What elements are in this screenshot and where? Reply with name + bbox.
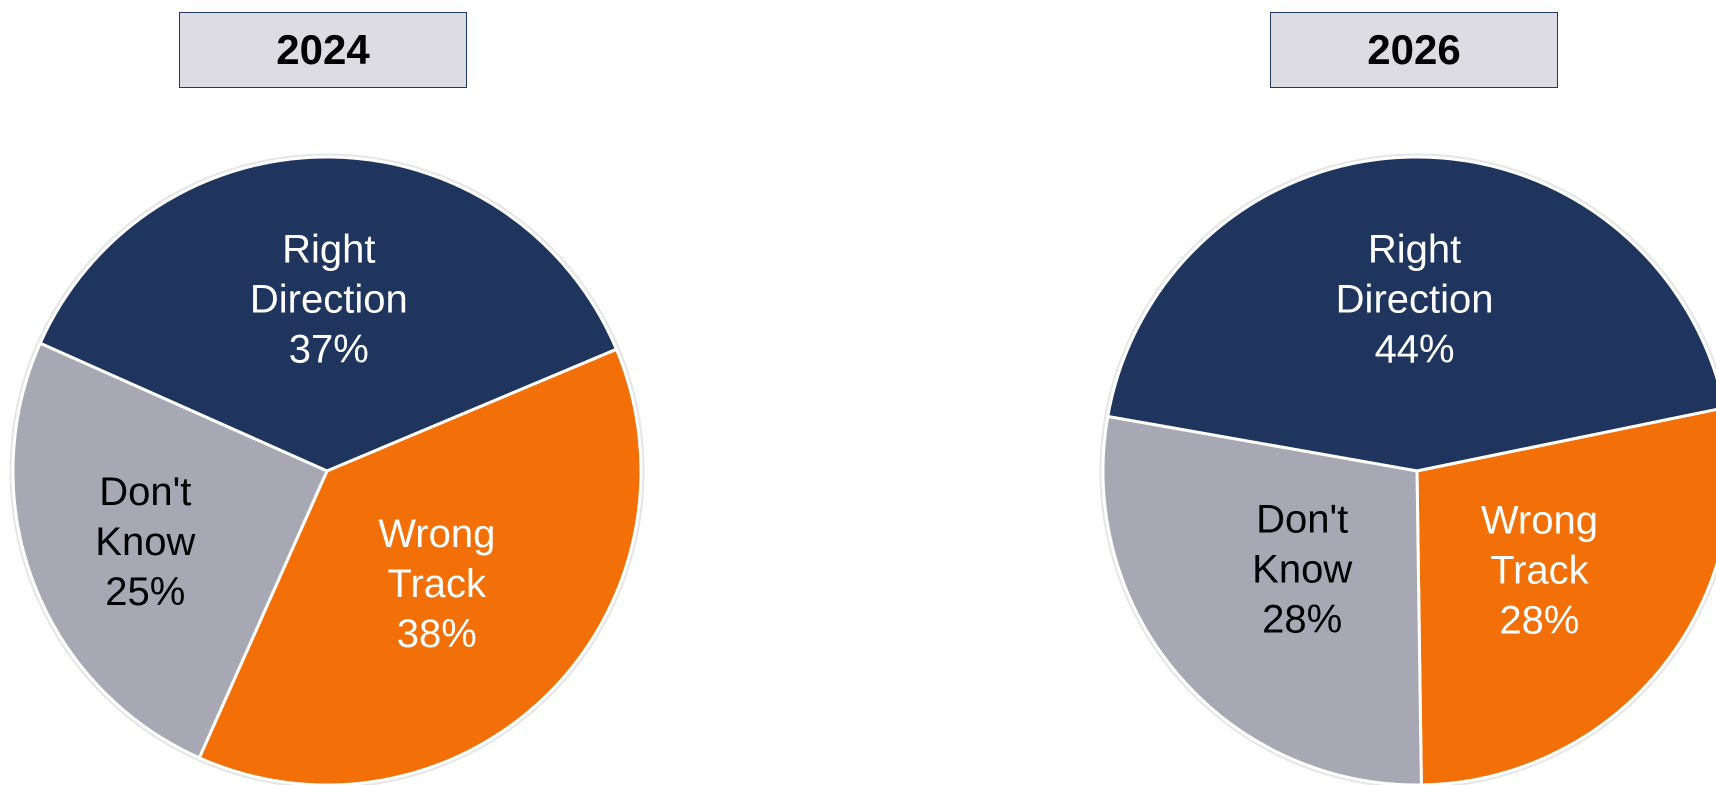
pie-slice <box>1106 155 1716 473</box>
slice-label: Wrong Track 38% <box>378 512 495 656</box>
pie-slice <box>11 341 329 760</box>
slice-label: Don't Know 25% <box>95 470 195 614</box>
slice-percent: 44% <box>1375 327 1455 371</box>
slice-name-line: Track <box>388 562 488 606</box>
pie-outline <box>1099 153 1716 785</box>
slice-label: Right Direction 37% <box>250 227 408 371</box>
pie-slice <box>1101 414 1423 785</box>
slice-percent: 38% <box>397 612 477 656</box>
pie-outline <box>9 153 645 785</box>
year-title-2026: 2026 <box>1270 12 1558 88</box>
slice-name-line: Don't <box>99 470 191 514</box>
year-title-2024: 2024 <box>179 12 467 88</box>
slice-name-line: Don't <box>1256 498 1348 542</box>
pie-slice <box>38 155 618 473</box>
pie-slice <box>197 347 643 785</box>
chart-title: 2026 <box>1367 26 1461 73</box>
pie-chart-2026: Right Direction 44% Wrong Track 28% Don't Know 2… <box>1099 153 1716 785</box>
slice-label: Don't Know 28% <box>1252 498 1352 642</box>
slice-percent: 25% <box>105 570 185 614</box>
chart-title: 2024 <box>276 26 370 73</box>
slice-name-line: Wrong <box>378 512 495 556</box>
slice-label: Right Direction 44% <box>1336 227 1494 371</box>
slice-name-line: Wrong <box>1481 498 1598 542</box>
slice-percent: 37% <box>289 327 369 371</box>
slice-name-line: Know <box>1252 548 1352 592</box>
slice-name-line: Track <box>1490 548 1590 592</box>
slice-name-line: Right <box>282 227 375 271</box>
slice-name-line: Know <box>95 520 195 564</box>
slice-name-line: Right <box>1368 227 1461 271</box>
pie-chart-2024: Right Direction 37% Wrong Track 38% Don't Know 2… <box>9 153 645 785</box>
slice-name-line: Direction <box>1336 277 1494 321</box>
slice-percent: 28% <box>1262 598 1342 642</box>
pie-slice <box>1415 408 1716 785</box>
slice-percent: 28% <box>1499 598 1579 642</box>
slice-label: Wrong Track 28% <box>1481 498 1598 642</box>
slice-name-line: Direction <box>250 277 408 321</box>
